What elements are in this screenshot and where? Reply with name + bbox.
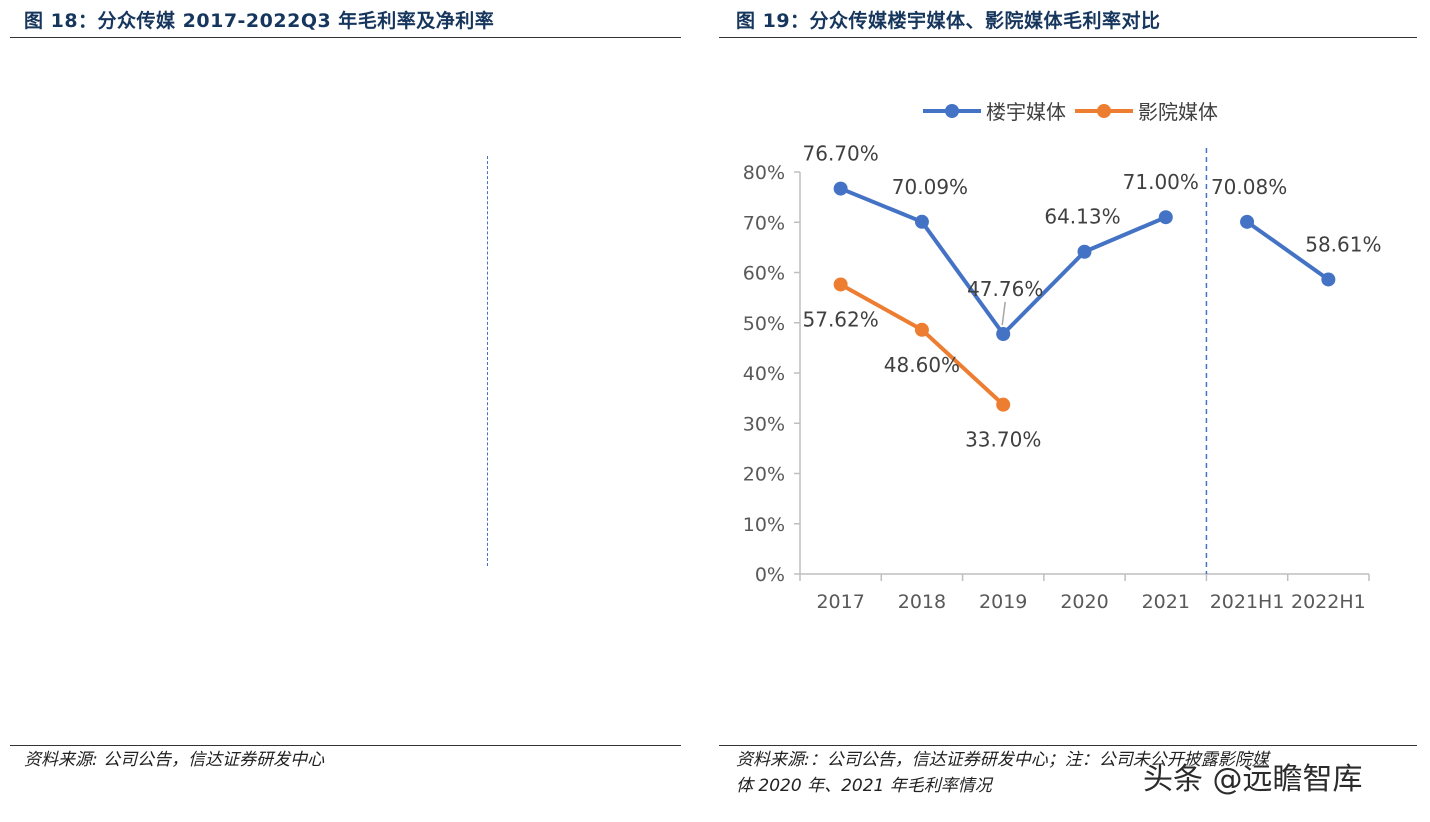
legend-swatch-marker: [1097, 104, 1111, 118]
data-point: [833, 181, 848, 196]
y-tick-label: 50%: [743, 313, 785, 335]
series-line-segment: [838, 282, 924, 332]
x-tick-label: 2021H1: [1210, 591, 1285, 613]
left-title-rule: [10, 37, 681, 38]
data-label: 57.62%: [803, 307, 879, 331]
series-line-segment: [838, 186, 924, 224]
series-line-segment: [1001, 249, 1087, 337]
right-source-note-line1: 资料来源:：公司公告，信达证券研发中心；注：公司未公开披露影院媒: [736, 750, 1269, 770]
right-title-rule: [719, 37, 1417, 38]
y-tick-label: 40%: [743, 363, 785, 385]
watermark-text: 头条 @远瞻智库: [1143, 762, 1363, 797]
y-tick-label: 30%: [743, 413, 785, 435]
chart-axes: 0% 10% 20% 30% 40% 50% 60% 70% 80% 2017 2018 2019 20…: [743, 148, 1370, 613]
x-tick-label: 2017: [816, 591, 864, 613]
y-tick-label: 10%: [743, 514, 785, 536]
y-tick-label: 0%: [755, 564, 785, 586]
y-tick-label: 80%: [743, 162, 785, 184]
left-chart-title: 图 18：分众传媒 2017-2022Q3 年毛利率及净利率: [24, 10, 495, 32]
data-point: [996, 327, 1011, 342]
left-source-note: 资料来源: 公司公告，信达证券研发中心: [24, 750, 325, 770]
legend-label: 楼宇媒体: [986, 100, 1066, 124]
right-source-note-line2: 体 2020 年、2021 年毛利率情况: [736, 776, 992, 796]
chart-legend: 楼宇媒体 影院媒体: [923, 100, 1218, 124]
y-tick-label: 60%: [743, 263, 785, 285]
data-label: 47.76%: [967, 277, 1043, 301]
y-tick-label: 70%: [743, 212, 785, 234]
series-line-segment: [1245, 219, 1331, 282]
x-tick-label: 2019: [979, 591, 1027, 613]
right-source-rule: [719, 745, 1417, 746]
y-tick-label: 20%: [743, 464, 785, 486]
data-point: [1240, 214, 1255, 229]
left-divider-line: [487, 156, 488, 566]
x-tick-label: 2020: [1060, 591, 1108, 613]
left-source-rule: [10, 745, 681, 746]
x-tick-label: 2021: [1142, 591, 1190, 613]
data-point: [833, 277, 848, 292]
chart-marks: 76.70% 70.09% 47.76% 64.13%71.00% 70.08% 58.6…: [803, 142, 1382, 452]
data-label: 33.70%: [965, 428, 1041, 452]
x-tick-label: 2022H1: [1291, 591, 1366, 613]
series-line-segment: [919, 327, 1006, 407]
data-point: [1158, 210, 1173, 225]
data-point: [914, 322, 929, 337]
series-line-segment: [1082, 215, 1168, 254]
data-label: 70.08%: [1211, 175, 1287, 199]
data-label: 58.61%: [1305, 232, 1381, 256]
label-leader-line: [1001, 301, 1006, 326]
data-point: [1321, 272, 1336, 287]
legend-label: 影院媒体: [1138, 100, 1218, 124]
data-label: 48.60%: [884, 353, 960, 377]
series-line-segment: [919, 219, 1006, 337]
x-tick-label: 2018: [898, 591, 946, 613]
legend-swatch-marker: [945, 104, 959, 118]
data-label: 71.00%: [1123, 170, 1199, 194]
data-point: [1077, 244, 1092, 259]
right-chart-title: 图 19：分众传媒楼宇媒体、影院媒体毛利率对比: [736, 10, 1161, 32]
data-label: 70.09%: [892, 175, 968, 199]
data-label: 64.13%: [1044, 205, 1120, 229]
data-point: [996, 397, 1011, 412]
data-point: [914, 214, 929, 229]
data-label: 76.70%: [803, 142, 879, 166]
